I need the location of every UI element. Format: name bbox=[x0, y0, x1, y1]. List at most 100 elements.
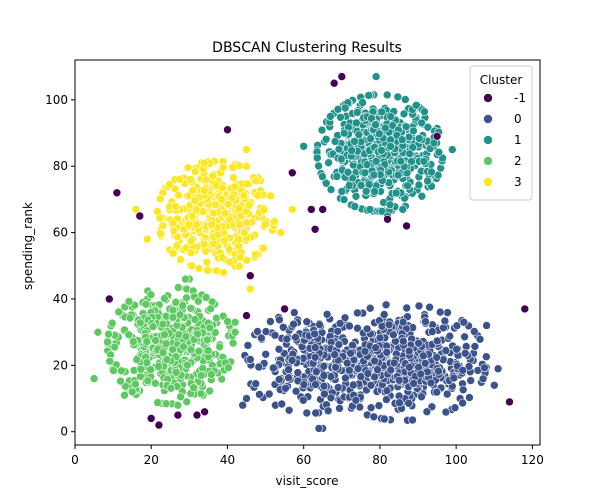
data-point bbox=[207, 370, 216, 379]
data-point bbox=[385, 200, 395, 210]
data-point bbox=[315, 320, 324, 329]
data-point bbox=[336, 113, 345, 122]
data-point bbox=[162, 355, 172, 364]
data-point bbox=[270, 217, 279, 226]
data-point bbox=[416, 369, 426, 379]
data-point bbox=[310, 352, 320, 362]
data-point bbox=[166, 383, 176, 393]
data-point bbox=[230, 327, 240, 337]
legend-label: 2 bbox=[514, 154, 522, 168]
data-point bbox=[236, 253, 245, 262]
data-point bbox=[188, 211, 197, 221]
data-point bbox=[169, 226, 179, 236]
data-point bbox=[223, 125, 232, 134]
data-point bbox=[443, 308, 452, 317]
data-point bbox=[199, 158, 209, 168]
data-point bbox=[228, 163, 237, 172]
data-point bbox=[334, 144, 344, 154]
data-point bbox=[242, 218, 251, 228]
data-point bbox=[110, 342, 119, 352]
data-point bbox=[186, 248, 196, 257]
data-point bbox=[189, 383, 198, 393]
data-point bbox=[129, 337, 138, 346]
data-point bbox=[339, 128, 349, 138]
data-point bbox=[207, 220, 216, 229]
data-point bbox=[365, 303, 375, 313]
data-point bbox=[489, 380, 499, 390]
data-point bbox=[475, 334, 485, 344]
data-point bbox=[112, 188, 122, 198]
data-point bbox=[117, 366, 126, 376]
data-point bbox=[321, 135, 331, 144]
data-point bbox=[202, 335, 212, 345]
data-point bbox=[335, 404, 344, 413]
data-point bbox=[362, 160, 372, 169]
data-point bbox=[132, 355, 141, 364]
data-point bbox=[417, 392, 426, 402]
data-point bbox=[354, 130, 364, 139]
data-point bbox=[270, 330, 280, 340]
data-point bbox=[465, 393, 474, 402]
data-point bbox=[104, 329, 113, 339]
data-point bbox=[329, 78, 339, 88]
data-point bbox=[318, 205, 328, 214]
data-point bbox=[261, 327, 271, 336]
data-point bbox=[168, 249, 178, 258]
data-point bbox=[199, 239, 209, 249]
data-point bbox=[317, 125, 327, 135]
data-point bbox=[350, 202, 360, 211]
data-point bbox=[435, 307, 445, 317]
data-point bbox=[291, 386, 301, 396]
data-point bbox=[323, 406, 333, 416]
data-point bbox=[310, 225, 320, 234]
data-point bbox=[386, 365, 396, 375]
data-point bbox=[153, 398, 162, 407]
y-tick-label: 20 bbox=[53, 358, 68, 372]
data-point bbox=[219, 268, 228, 277]
data-point bbox=[284, 373, 293, 383]
data-point bbox=[135, 211, 145, 221]
data-point bbox=[293, 368, 303, 377]
data-point bbox=[251, 379, 260, 389]
data-point bbox=[181, 274, 190, 284]
data-point bbox=[469, 327, 479, 336]
data-point bbox=[458, 385, 468, 395]
data-point bbox=[445, 331, 455, 341]
data-point bbox=[403, 181, 412, 191]
y-tick-label: 40 bbox=[53, 292, 68, 306]
data-point bbox=[220, 209, 230, 218]
data-point bbox=[291, 332, 300, 342]
data-point bbox=[426, 378, 436, 388]
data-point bbox=[311, 380, 320, 389]
data-point bbox=[274, 375, 284, 384]
data-point bbox=[220, 236, 229, 245]
legend-marker bbox=[483, 177, 493, 187]
data-point bbox=[201, 293, 211, 302]
data-point bbox=[146, 414, 156, 423]
data-point bbox=[404, 346, 414, 356]
data-point bbox=[346, 348, 355, 358]
data-point bbox=[470, 342, 480, 351]
data-point bbox=[381, 123, 390, 133]
data-point bbox=[452, 321, 462, 331]
data-point bbox=[347, 146, 356, 155]
data-point bbox=[493, 364, 503, 374]
data-point bbox=[370, 356, 379, 366]
legend-marker bbox=[483, 156, 493, 166]
data-point bbox=[188, 186, 197, 195]
data-point bbox=[223, 200, 233, 209]
data-point bbox=[202, 257, 212, 267]
data-point bbox=[520, 304, 530, 314]
data-point bbox=[243, 341, 253, 350]
data-point bbox=[93, 327, 103, 337]
data-point bbox=[319, 361, 329, 371]
data-point bbox=[352, 108, 362, 117]
data-point bbox=[402, 221, 411, 231]
chart-title: DBSCAN Clustering Results bbox=[212, 40, 402, 56]
data-point bbox=[215, 342, 224, 352]
data-point bbox=[168, 218, 178, 228]
plot-points bbox=[89, 72, 530, 433]
data-point bbox=[242, 179, 252, 189]
data-point bbox=[136, 364, 146, 374]
data-point bbox=[234, 235, 243, 244]
